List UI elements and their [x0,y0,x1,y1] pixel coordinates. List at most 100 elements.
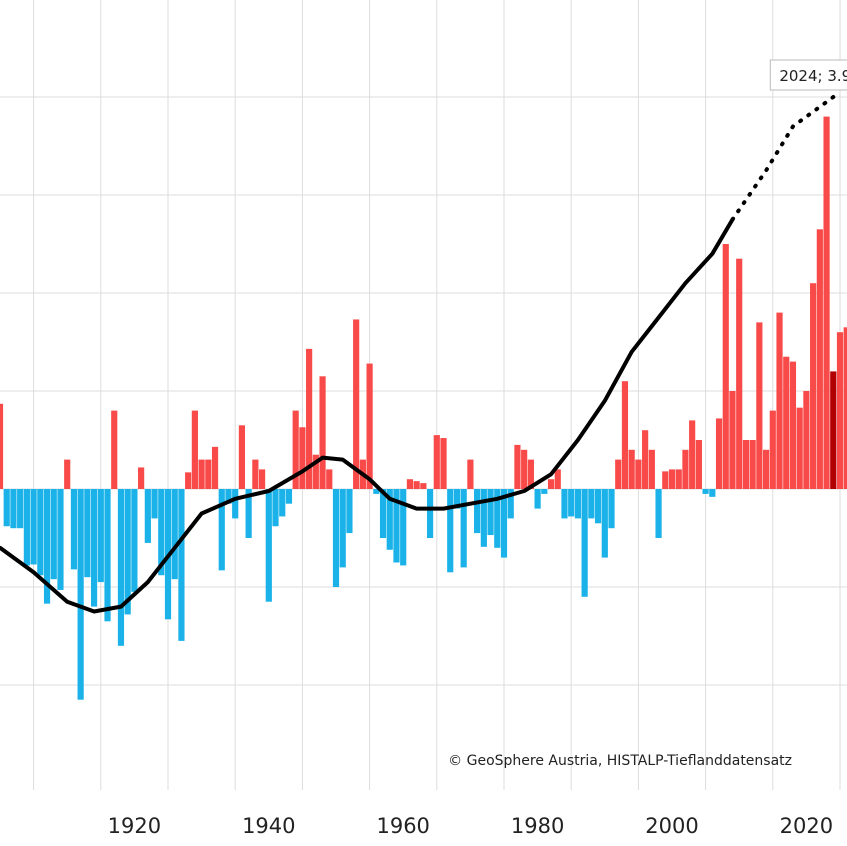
bar-2020 [803,391,810,489]
bar-1910 [64,459,71,489]
bar-2015 [769,410,776,489]
bar-2007 [715,418,723,489]
bar-2005 [702,489,709,494]
bar-1937 [245,489,252,538]
bar-1959 [393,489,400,563]
bar-2016 [776,312,783,489]
x-tick-1980: 1980 [511,814,564,838]
bar-2014 [762,449,770,489]
bar-1938 [252,459,259,489]
bar-1915 [97,489,104,583]
bar-1920 [131,489,138,592]
source-credit: © GeoSphere Austria, HISTALP-Tieflanddat… [448,753,792,769]
callout-box [769,59,847,91]
bar-1960 [400,489,407,566]
bars [0,116,847,700]
bar-1944 [292,410,299,489]
bar-1940 [265,489,272,602]
bar-2008 [722,244,729,489]
bar-1946 [306,348,313,489]
bar-1924 [158,489,165,576]
bar-1966 [440,438,447,489]
bar-1904 [23,489,30,566]
bar-1987 [581,489,588,597]
bar-1985 [568,489,575,517]
x-tick-1920: 1920 [108,814,161,838]
grid [0,0,847,790]
bar-1909 [57,489,64,590]
bar-2021 [810,283,817,489]
bar-2011 [742,440,750,489]
bar-2024 [830,371,837,489]
bar-1926 [171,489,178,580]
bar-1979 [527,459,534,489]
bar-1963 [420,483,427,489]
bar-1971 [474,489,481,534]
bar-1993 [621,381,629,489]
bar-1945 [299,427,306,489]
bar-2001 [675,469,682,489]
peak-callout: 2024; 3.9 [769,59,847,91]
bar-1922 [144,489,151,543]
bar-1989 [594,489,602,524]
bar-1996 [642,430,649,489]
bar-1975 [500,489,508,558]
bar-1914 [90,489,98,607]
x-tick-1960: 1960 [376,814,429,838]
bar-1933 [218,489,225,571]
bar-2017 [783,356,790,489]
bar-1905 [30,489,37,565]
bar-2006 [709,489,716,497]
bar-1991 [608,489,615,529]
bar-1998 [655,489,662,538]
trend-line [0,95,836,614]
bar-1958 [386,489,393,550]
bar-1992 [615,459,622,489]
bar-2003 [689,420,696,489]
bar-1947 [312,454,319,489]
bar-1931 [205,459,212,489]
bar-1999 [662,471,669,489]
bar-1950 [332,489,340,587]
bar-1941 [272,489,279,527]
bar-1935 [232,489,239,519]
bar-1951 [339,489,346,568]
bar-1918 [117,489,125,646]
bar-2026 [843,327,847,489]
bar-1990 [601,489,608,558]
bar-1948 [319,376,326,489]
bar-1911 [70,489,78,570]
bar-1923 [151,489,158,519]
bar-1907 [43,489,51,604]
bar-1939 [258,469,266,489]
bar-1942 [279,489,286,517]
bar-1900 [0,403,4,489]
bar-1902 [10,489,17,529]
bar-1934 [225,489,232,504]
bar-1921 [138,467,145,489]
bar-1928 [185,472,192,489]
bar-1932 [211,446,219,489]
x-tick-2020: 2020 [780,814,833,838]
bar-1976 [507,489,514,519]
bar-1964 [426,489,434,538]
bar-1965 [433,435,440,489]
bar-1973 [487,489,494,536]
bar-1961 [406,479,414,489]
bar-1930 [198,459,205,489]
bar-1969 [460,489,467,568]
bar-1974 [494,489,501,548]
bar-1943 [285,489,293,504]
bar-1983 [554,469,561,489]
bar-1984 [561,489,568,519]
bar-1997 [648,449,655,489]
bar-1913 [84,489,91,578]
bar-1962 [413,481,420,489]
callout-label: 2024; 3.9 [779,67,847,85]
bar-1916 [104,489,111,622]
trend-dotted [730,95,836,222]
bar-2025 [836,332,844,489]
bar-2023 [823,116,830,489]
bar-1956 [373,489,380,494]
bar-1955 [366,363,373,489]
